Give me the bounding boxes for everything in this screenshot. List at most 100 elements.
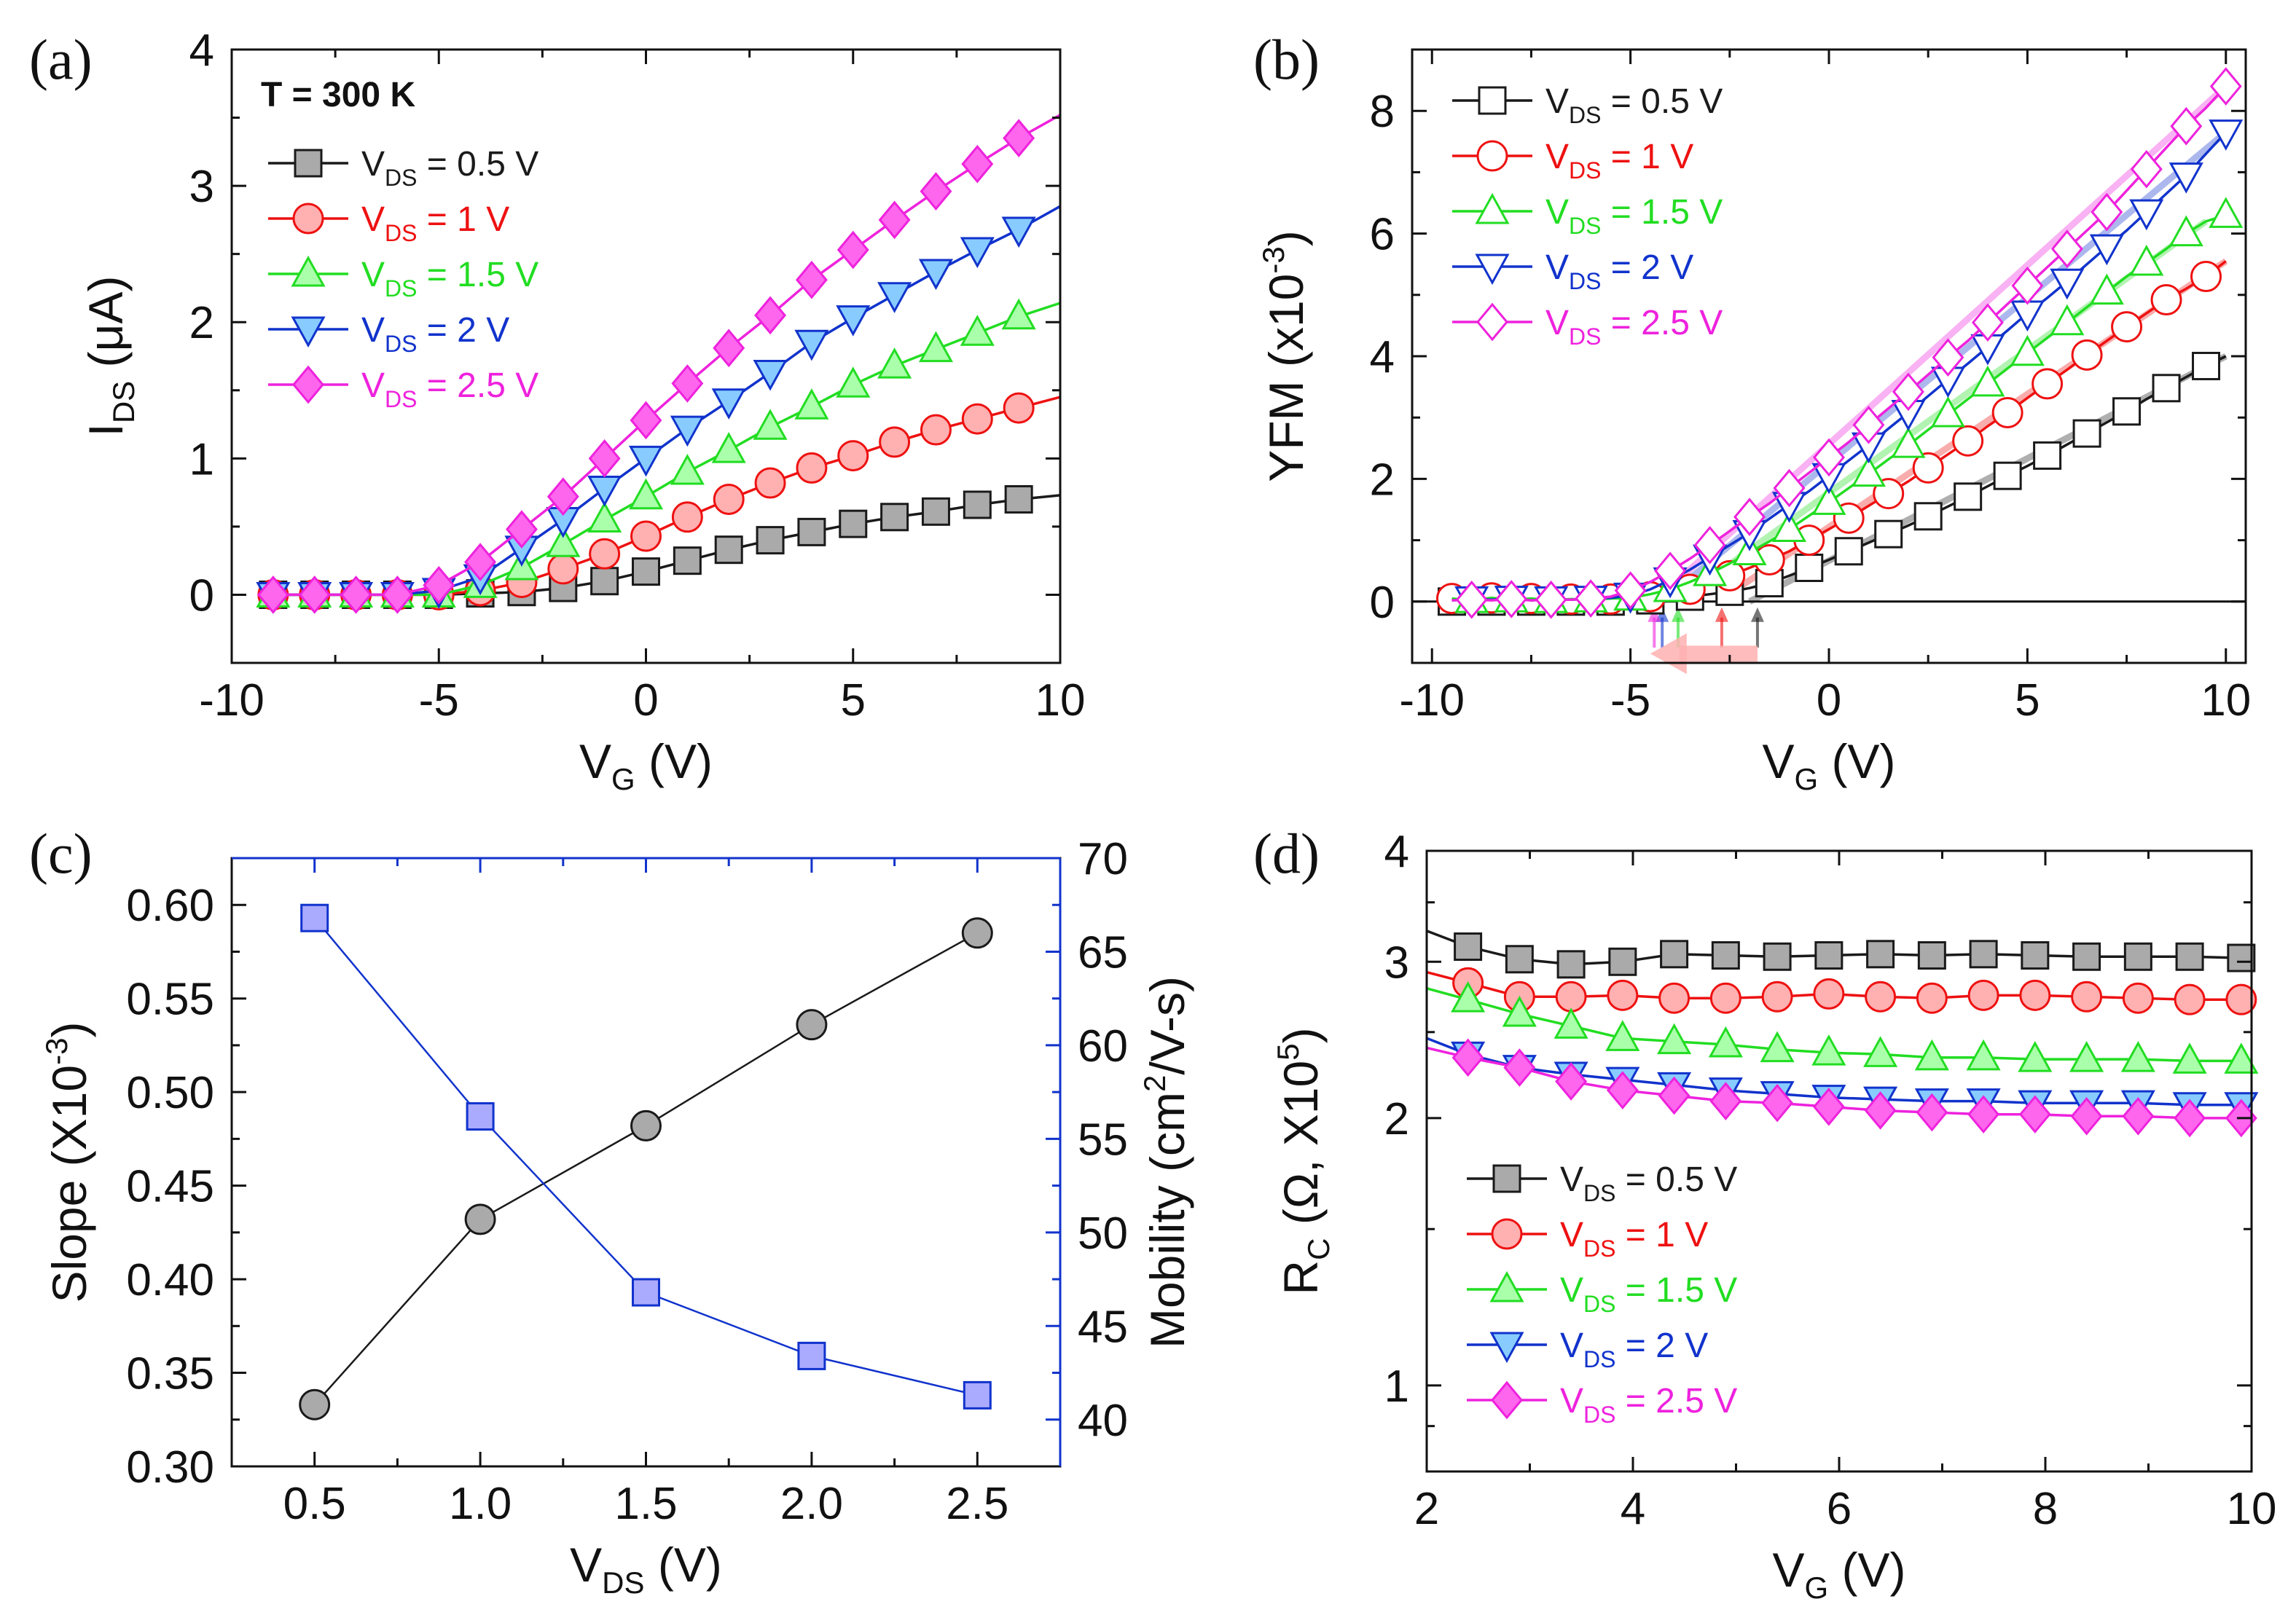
data-point <box>1773 468 1806 508</box>
text-part: = 1.5 V <box>1615 1271 1737 1310</box>
data-point <box>878 200 911 240</box>
x-axis-title: VG (V) <box>1772 1543 1905 1605</box>
data-point <box>546 477 579 516</box>
legend-label: VDS = 1 V <box>1560 1216 1708 1262</box>
text-part: DS <box>1569 213 1601 239</box>
text-part: (μA) <box>79 275 133 380</box>
data-point <box>2175 942 2204 971</box>
legend-marker <box>1491 1380 1523 1420</box>
text-part: ) <box>1274 1027 1328 1043</box>
legend-label: VDS = 2 V <box>1545 248 1693 294</box>
text-part: (Ω, X10 <box>1274 1061 1328 1238</box>
text-part: (V) <box>645 1538 722 1592</box>
data-point <box>2209 67 2242 106</box>
text-part: = 2 V <box>417 311 509 350</box>
data-point <box>340 575 372 614</box>
y-tick-label: 8 <box>1370 87 1395 137</box>
text-part: DS <box>1569 268 1601 294</box>
text-part: ) <box>1259 230 1313 246</box>
y-tick-label: 4 <box>189 25 214 76</box>
x-axis-title: VDS (V) <box>570 1538 722 1600</box>
legend-marker <box>294 149 323 178</box>
text-part: DS <box>1569 102 1601 128</box>
data-point <box>1709 982 1741 1014</box>
data-point <box>879 426 911 458</box>
text-part: G <box>1805 1571 1829 1605</box>
data-point <box>546 526 581 557</box>
data-point <box>2224 1042 2259 1074</box>
text-part: = 1 V <box>1615 1216 1708 1254</box>
data-point <box>1709 1082 1742 1120</box>
legend-marker <box>1491 1218 1523 1250</box>
y-tick-label: 0 <box>1370 578 1395 628</box>
data-point <box>2130 149 2163 189</box>
data-point <box>1733 498 1766 536</box>
data-point <box>2112 397 2142 426</box>
text-part: DS <box>1583 1235 1615 1262</box>
data-point <box>1771 511 1807 542</box>
data-point <box>256 575 289 614</box>
data-point <box>2227 943 2256 972</box>
y-tick-label: 0 <box>189 570 214 621</box>
data-point <box>1813 438 1845 477</box>
x-tick-label: -5 <box>419 675 459 726</box>
text-part: V <box>1545 248 1569 287</box>
data-point <box>1912 452 1944 484</box>
text-part: 2 <box>1137 1075 1172 1092</box>
data-point <box>961 403 993 435</box>
data-point <box>918 331 953 363</box>
legend-label: VDS = 0.5 V <box>1545 82 1723 128</box>
data-point <box>2170 106 2203 146</box>
data-point <box>1814 941 1844 970</box>
data-point <box>588 439 621 478</box>
data-point <box>836 366 871 398</box>
legend-marker <box>1478 86 1507 115</box>
data-point <box>1708 1026 1743 1058</box>
data-point <box>1455 580 1488 619</box>
data-point <box>1654 551 1687 591</box>
text-part: V <box>579 734 611 788</box>
data-point <box>1916 982 1948 1014</box>
text-part: V <box>1560 1382 1583 1420</box>
y-axis-title: YFM (x10-3) <box>1256 230 1313 482</box>
data-point <box>753 409 788 440</box>
data-point <box>1556 950 1586 979</box>
text-part: YFM (x10 <box>1259 274 1313 482</box>
legend-marker <box>1492 1164 1521 1193</box>
data-point <box>630 520 662 552</box>
x-axis-title: VG (V) <box>1762 734 1895 796</box>
legend-marker <box>1475 192 1510 224</box>
data-point <box>2123 942 2152 971</box>
text-part: = 1.5 V <box>1601 193 1723 232</box>
data-point <box>918 259 953 291</box>
data-point <box>754 296 787 335</box>
data-point <box>836 305 871 337</box>
legend-label: VDS = 2.5 V <box>361 366 538 412</box>
data-point <box>2174 1099 2206 1138</box>
x-tick-label: 0.5 <box>283 1479 346 1529</box>
y-tick-label: 6 <box>1370 210 1395 260</box>
data-point <box>795 260 828 299</box>
data-point <box>1657 1023 1692 1055</box>
data-point <box>1502 995 1537 1027</box>
data-point <box>711 388 746 420</box>
y2-tick-label: 70 <box>1078 834 1128 884</box>
data-point <box>1553 1007 1588 1039</box>
text-part: ) <box>42 1022 96 1038</box>
text-part: R <box>1274 1260 1328 1295</box>
data-point <box>1967 1095 2000 1134</box>
data-point <box>1952 425 1984 457</box>
x-tick-label: -10 <box>1399 675 1465 726</box>
data-point <box>2072 419 2101 448</box>
data-point <box>423 566 455 605</box>
data-point <box>587 475 622 507</box>
y-tick-label: 0.40 <box>126 1255 214 1305</box>
data-point <box>628 445 664 477</box>
data-point <box>1761 981 1793 1013</box>
legend-marker <box>292 365 324 404</box>
legend-marker <box>1489 1332 1524 1364</box>
data-point <box>1932 338 1964 377</box>
data-point <box>713 329 745 368</box>
data-point <box>877 347 912 379</box>
